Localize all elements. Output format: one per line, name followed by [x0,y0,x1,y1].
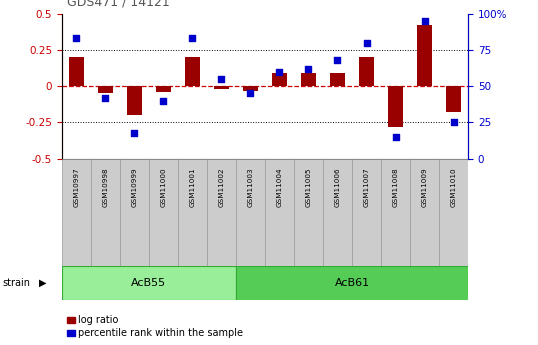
Bar [185,57,200,86]
Text: GSM11003: GSM11003 [247,167,253,207]
Point [333,57,342,63]
Text: GDS471 / 14121: GDS471 / 14121 [67,0,170,9]
Bar [149,159,178,266]
Bar [272,73,287,86]
Bar [352,159,381,266]
Text: GSM11006: GSM11006 [335,167,341,207]
Bar [69,57,83,86]
Bar [447,86,461,112]
Bar [156,86,171,92]
Bar [243,86,258,91]
Text: AcB55: AcB55 [131,278,166,288]
Point [275,69,284,75]
Text: GSM11007: GSM11007 [364,167,370,207]
Bar [178,159,207,266]
Bar [207,159,236,266]
Point [130,130,139,135]
Bar [359,57,374,86]
Bar [236,266,468,300]
Point [420,18,429,24]
Text: GSM10998: GSM10998 [102,167,108,207]
Point [188,36,197,41]
Text: ▶: ▶ [39,278,47,288]
Bar [417,26,432,86]
Point [217,76,226,82]
Text: GSM11009: GSM11009 [422,167,428,207]
Bar [410,159,439,266]
Text: strain: strain [3,278,31,288]
Text: GSM10997: GSM10997 [73,167,80,207]
Text: GSM11001: GSM11001 [189,167,195,207]
Point [159,98,168,104]
Point [304,66,313,72]
Bar [323,159,352,266]
Point [101,95,110,101]
Bar [381,159,410,266]
Point [391,134,400,140]
Bar [62,159,91,266]
Legend: log ratio, percentile rank within the sample: log ratio, percentile rank within the sa… [67,315,243,338]
Bar [214,86,229,89]
Bar [127,86,141,115]
Bar [120,159,149,266]
Bar [62,266,236,300]
Text: GSM11000: GSM11000 [160,167,166,207]
Text: GSM11010: GSM11010 [450,167,457,207]
Point [362,40,371,46]
Bar [265,159,294,266]
Bar [236,159,265,266]
Bar [388,86,403,127]
Bar [294,159,323,266]
Point [449,120,458,125]
Text: GSM11005: GSM11005 [306,167,312,207]
Bar [301,73,316,86]
Point [72,36,81,41]
Text: AcB61: AcB61 [335,278,370,288]
Point [246,91,255,96]
Bar [98,86,112,93]
Bar [91,159,120,266]
Text: GSM11002: GSM11002 [218,167,224,207]
Bar [439,159,468,266]
Text: GSM10999: GSM10999 [131,167,137,207]
Text: GSM11008: GSM11008 [393,167,399,207]
Bar [330,73,345,86]
Text: GSM11004: GSM11004 [277,167,282,207]
